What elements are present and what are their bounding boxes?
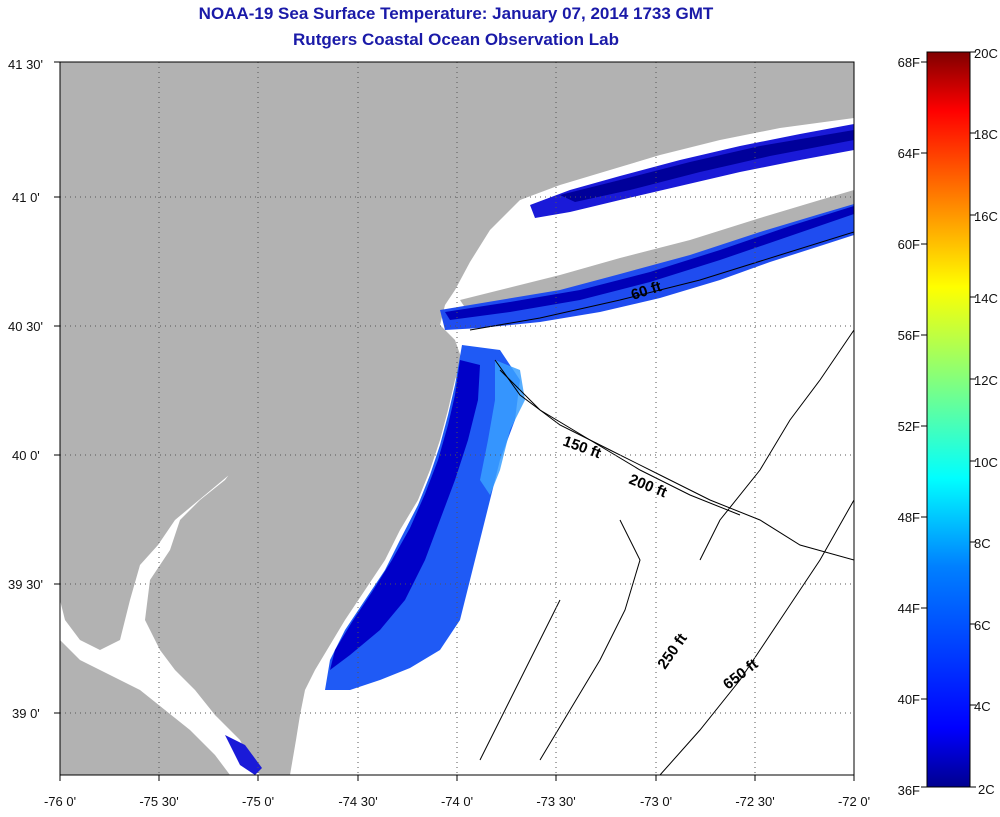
lon-label: -73 0' (640, 794, 672, 809)
contour-250ft (539, 519, 641, 761)
contour-150ft (494, 359, 854, 561)
contour-shelf-edge (699, 329, 854, 561)
land-connecticut (520, 62, 854, 200)
cbar-f-label: 60F (898, 237, 920, 252)
cbar-c-label: 12C (974, 373, 998, 388)
sst-nj-nearshore (330, 360, 480, 670)
sst-li-nearshore (445, 206, 854, 320)
cbar-f-label: 52F (898, 419, 920, 434)
cbar-c-label: 18C (974, 127, 998, 142)
lat-label: 41 30' (8, 57, 43, 72)
colorbar-ticks (921, 51, 976, 788)
lat-label: 41 0' (12, 190, 40, 205)
cbar-c-label: 14C (974, 291, 998, 306)
lon-label: -75 30' (139, 794, 178, 809)
cbar-f-label: 36F (898, 783, 920, 798)
colorbar: 68F 64F 60F 56F 52F 48F 44F 40F 36F 20C … (898, 46, 998, 798)
map-subtitle: Rutgers Coastal Ocean Observation Lab (293, 30, 619, 49)
map-title: NOAA-19 Sea Surface Temperature: January… (198, 4, 714, 23)
lon-label: -72 0' (838, 794, 870, 809)
cbar-c-label: 16C (974, 209, 998, 224)
cbar-c-label: 10C (974, 455, 998, 470)
colorbar-f-labels: 68F 64F 60F 56F 52F 48F 44F 40F 36F (898, 55, 920, 798)
cbar-f-label: 40F (898, 692, 920, 707)
long-island-sound (505, 136, 854, 278)
map-area: 60 ft 150 ft 200 ft 250 ft 650 ft (60, 62, 854, 775)
cbar-c-label: 4C (974, 699, 991, 714)
cbar-f-label: 44F (898, 601, 920, 616)
lon-label: -72 30' (735, 794, 774, 809)
axis-ticks (54, 61, 855, 781)
contour-60ft (469, 231, 854, 331)
sst-sound-deep (560, 130, 854, 202)
sst-delaware-mouth (225, 735, 262, 775)
land-long-island (460, 190, 854, 315)
lon-label: -75 0' (242, 794, 274, 809)
sst-nj-offshore-patches (480, 360, 525, 495)
lat-axis-labels: 41 30' 41 0' 40 30' 40 0' 39 30' 39 0' (8, 57, 43, 721)
lon-axis-labels: -76 0' -75 30' -75 0' -74 30' -74 0' -73… (44, 794, 870, 809)
contour-midshelf (479, 599, 561, 761)
cbar-c-label: 2C (978, 782, 995, 797)
lon-label: -74 0' (441, 794, 473, 809)
lat-label: 40 30' (8, 319, 43, 334)
cbar-f-label: 48F (898, 510, 920, 525)
lat-label: 40 0' (12, 448, 40, 463)
cbar-f-label: 64F (898, 146, 920, 161)
colorbar-c-labels: 20C 18C 16C 14C 12C 10C 8C 6C 4C 2C (974, 46, 998, 797)
cbar-c-label: 6C (974, 618, 991, 633)
lon-label: -76 0' (44, 794, 76, 809)
lon-label: -74 30' (338, 794, 377, 809)
cbar-c-label: 20C (974, 46, 998, 61)
land-delmarva (60, 640, 230, 775)
land-mainland (60, 62, 854, 775)
cbar-f-label: 56F (898, 328, 920, 343)
lat-label: 39 0' (12, 706, 40, 721)
colorbar-gradient (926, 51, 971, 788)
cbar-f-label: 68F (898, 55, 920, 70)
lat-label: 39 30' (8, 577, 43, 592)
contour-650ft (659, 499, 854, 775)
lon-label: -73 30' (536, 794, 575, 809)
cbar-c-label: 8C (974, 536, 991, 551)
